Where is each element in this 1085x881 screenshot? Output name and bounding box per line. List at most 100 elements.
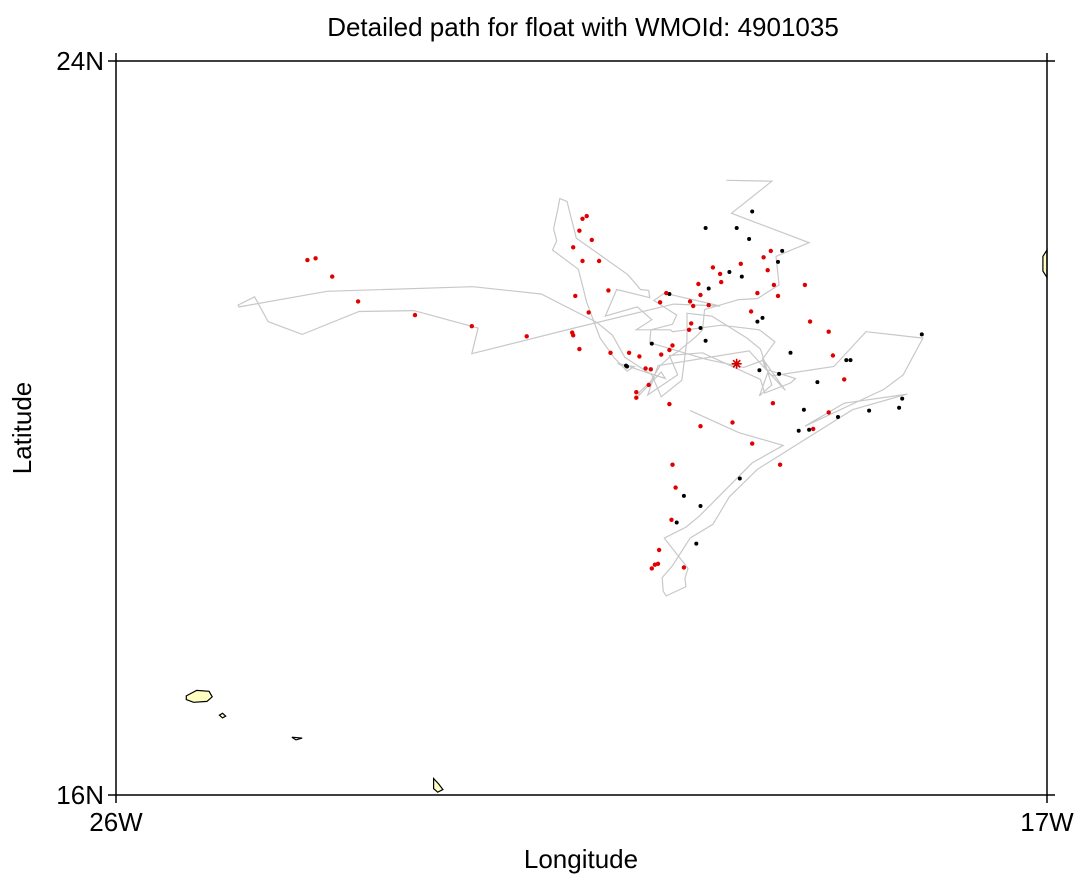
profile-point-red <box>765 268 770 273</box>
profile-point-red <box>768 248 773 254</box>
profile-point-red <box>655 561 661 566</box>
profile-point-red <box>698 424 703 429</box>
y-tick-label: 16N <box>56 780 104 810</box>
profile-point-red <box>673 485 678 490</box>
profile-point-red <box>589 237 594 243</box>
profile-point-red <box>826 410 831 415</box>
land-masses <box>185 247 1048 793</box>
profile-point-red <box>469 324 474 329</box>
profile-point-red <box>771 282 777 288</box>
float-path <box>237 179 924 597</box>
profile-point-red <box>634 390 639 395</box>
profile-point-black <box>801 407 806 412</box>
y-axis-label: Latitude <box>7 382 37 475</box>
profile-point-black <box>703 338 708 343</box>
profile-point-black <box>681 493 686 498</box>
profile-point-red <box>596 258 602 264</box>
profile-point-black <box>698 504 703 508</box>
profile-point-black <box>739 274 744 279</box>
profile-point-black <box>757 368 762 373</box>
profile-point-red <box>667 347 672 353</box>
profile-point-red <box>313 256 318 261</box>
profile-point-red <box>608 350 613 355</box>
profile-point-black <box>760 315 765 320</box>
profile-point-red <box>811 426 816 432</box>
profile-point-red <box>706 302 711 308</box>
profile-point-black <box>625 364 629 369</box>
profile-point-red <box>761 255 766 260</box>
profile-point-black <box>694 541 699 546</box>
profile-point-red <box>571 245 576 250</box>
profile-point-black <box>747 237 752 241</box>
profile-point-red <box>584 213 589 219</box>
profile-point-red <box>802 282 808 288</box>
profile-point-red <box>670 462 675 467</box>
profile-point-black <box>836 415 840 419</box>
profile-point-black <box>844 358 849 363</box>
profile-point-red <box>681 565 687 570</box>
profile-point-black <box>807 427 812 432</box>
profile-point-red <box>770 401 776 406</box>
profile-point-black <box>737 476 742 481</box>
profile-point-red <box>719 279 724 285</box>
land-polygon <box>291 736 303 741</box>
profile-point-red <box>755 290 760 296</box>
plot-frame <box>115 60 1048 796</box>
profile-point-red <box>626 350 632 355</box>
profile-point-red <box>656 547 662 553</box>
land-polygon <box>433 776 444 793</box>
profile-points <box>305 209 924 571</box>
profile-point-red <box>830 353 836 358</box>
profile-point-red <box>657 300 663 305</box>
profile-point-black <box>867 408 872 413</box>
profile-point-black <box>776 259 780 264</box>
profile-point-black <box>706 286 711 291</box>
profile-point-black <box>750 209 755 214</box>
profile-point-red <box>775 293 781 299</box>
profile-point-red <box>826 329 831 334</box>
profile-point-red <box>648 367 653 372</box>
profile-point-red <box>643 366 648 371</box>
profile-point-black <box>815 380 820 385</box>
profile-point-black <box>698 326 703 330</box>
profile-point-red <box>355 299 361 304</box>
profile-point-red <box>637 354 642 359</box>
land-polygon <box>185 689 213 703</box>
profile-point-red <box>691 303 696 309</box>
profile-point-red <box>730 420 735 425</box>
profile-point-red <box>687 299 693 304</box>
profile-point-red <box>686 327 692 332</box>
profile-point-red <box>571 333 576 338</box>
profile-point-red <box>659 352 664 357</box>
profile-point-red <box>667 401 672 407</box>
profile-point-red <box>634 395 639 400</box>
profile-point-red <box>330 274 335 279</box>
axis-ticks: 26W 17W 16N 24N <box>56 46 1074 837</box>
profile-point-red <box>573 293 578 299</box>
profile-point-red <box>580 258 585 264</box>
profile-point-red <box>577 346 582 352</box>
profile-point-black <box>919 332 924 337</box>
profile-point-red <box>580 216 585 221</box>
profile-point-black <box>703 226 708 230</box>
profile-point-red <box>717 271 723 277</box>
profile-point-black <box>755 319 760 324</box>
profile-point-red <box>807 319 813 324</box>
profile-point-red <box>750 441 755 446</box>
profile-point-red <box>646 382 651 388</box>
profile-point-red <box>696 281 701 287</box>
profile-point-black <box>727 270 732 274</box>
profile-point-red <box>698 292 703 298</box>
profile-point-red <box>669 517 674 522</box>
profile-point-black <box>649 341 654 346</box>
profile-point-red <box>524 334 529 339</box>
profile-point-red <box>777 462 783 467</box>
profile-point-red <box>710 265 716 270</box>
land-polygon <box>218 712 227 719</box>
y-tick-label: 24N <box>56 46 104 76</box>
profile-point-black <box>674 520 679 525</box>
profile-point-red <box>412 312 418 318</box>
profile-point-black <box>777 371 782 376</box>
chart-title: Detailed path for float with WMOId: 4901… <box>327 12 839 42</box>
